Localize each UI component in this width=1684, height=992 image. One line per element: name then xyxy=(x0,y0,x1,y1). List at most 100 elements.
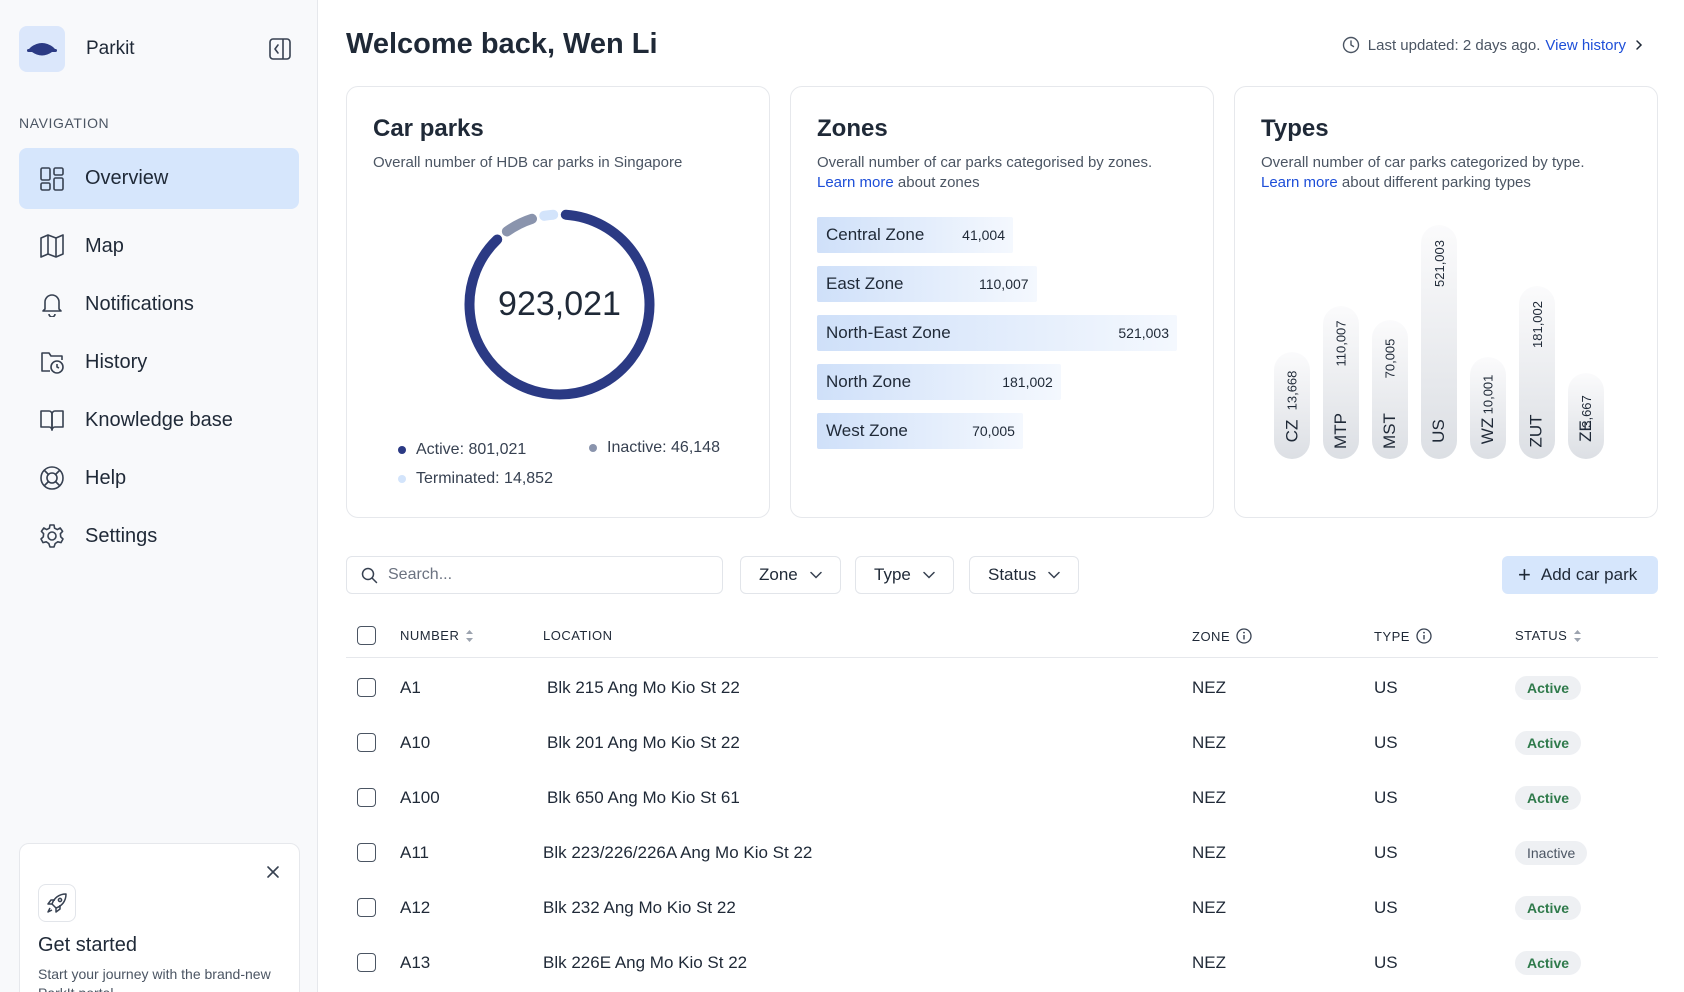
sidebar-item-notifications[interactable]: Notifications xyxy=(19,275,299,333)
column-status-label: STATUS xyxy=(1515,628,1568,643)
view-history-link[interactable]: View history xyxy=(1545,36,1626,54)
add-car-park-button[interactable]: + Add car park xyxy=(1502,556,1658,594)
column-type-label: TYPE xyxy=(1374,628,1410,644)
donut-slice-active xyxy=(464,209,655,400)
column-number-label: NUMBER xyxy=(400,628,460,643)
zones-learn-more-link[interactable]: Learn more xyxy=(817,174,894,191)
status-badge: Active xyxy=(1515,950,1582,975)
status-dropdown[interactable]: Status xyxy=(969,556,1080,594)
row-checkbox[interactable] xyxy=(357,843,376,862)
zone-bar: East Zone 110,007 xyxy=(817,266,1037,302)
row-checkbox[interactable] xyxy=(357,788,376,807)
legend-dot xyxy=(398,475,406,483)
type-bar-value: 10,001 xyxy=(1480,374,1496,415)
chevron-down-icon xyxy=(1048,571,1060,579)
sidebar-item-label: Notifications xyxy=(85,292,194,315)
row-checkbox[interactable] xyxy=(357,733,376,752)
rocket-icon xyxy=(38,884,76,922)
sidebar-item-label: Knowledge base xyxy=(85,408,233,431)
add-car-park-label: Add car park xyxy=(1540,565,1638,584)
folder-clock-icon xyxy=(38,348,66,376)
cell-zone: NEZ xyxy=(1192,897,1226,917)
select-all-checkbox[interactable] xyxy=(357,626,376,645)
zone-dropdown-label: Zone xyxy=(759,565,798,584)
info-icon[interactable] xyxy=(1236,628,1252,644)
search-input[interactable] xyxy=(388,566,688,584)
gear-icon xyxy=(38,522,66,550)
table-row[interactable]: A11 Blk 223/226/226A Ang Mo Kio St 22 NE… xyxy=(346,825,1658,880)
donut-svg xyxy=(464,209,655,400)
type-bar-value: 110,007 xyxy=(1333,320,1349,367)
row-checkbox[interactable] xyxy=(357,953,376,972)
zones-title: Zones xyxy=(817,115,888,142)
donut-slice-inactive xyxy=(501,213,538,237)
legend-active-label: Active: 801,021 xyxy=(416,441,527,458)
nav-heading: NAVIGATION xyxy=(19,115,110,131)
chevron-down-icon xyxy=(810,571,822,579)
zone-bar-value: 521,003 xyxy=(1118,325,1169,341)
table-header: NUMBER LOCATION ZONE TYPE STATUS xyxy=(346,614,1658,658)
table-row[interactable]: A12 Blk 232 Ang Mo Kio St 22 NEZ US Acti… xyxy=(346,880,1658,935)
row-checkbox[interactable] xyxy=(357,898,376,917)
car-parks-card: Car parks Overall number of HDB car park… xyxy=(346,86,770,518)
type-bar-label: ZUT xyxy=(1526,414,1546,448)
cell-number: A11 xyxy=(400,842,429,862)
zones-subtitle-text: Overall number of car parks categorised … xyxy=(817,154,1153,171)
table-row[interactable]: A13 Blk 226E Ang Mo Kio St 22 NEZ US Act… xyxy=(346,935,1658,990)
zone-dropdown[interactable]: Zone xyxy=(740,556,841,594)
zone-bar-label: North-East Zone xyxy=(826,323,951,342)
type-bar-label: MTP xyxy=(1330,413,1350,449)
sidebar-item-overview[interactable]: Overview xyxy=(19,148,299,209)
sort-icon xyxy=(466,629,474,642)
sidebar-item-help[interactable]: Help xyxy=(19,449,299,507)
zone-bar-value: 41,004 xyxy=(962,227,1005,243)
get-started-title: Get started xyxy=(38,934,137,956)
type-bar-label: US xyxy=(1429,419,1448,443)
zone-bar: North Zone 181,002 xyxy=(817,364,1061,400)
table-row[interactable]: A10 Blk 201 Ang Mo Kio St 22 NEZ US Acti… xyxy=(346,715,1658,770)
types-card: Types Overall number of car parks catego… xyxy=(1234,86,1658,518)
table-row[interactable]: A1 Blk 215 Ang Mo Kio St 22 NEZ US Activ… xyxy=(346,660,1658,715)
cell-location: Blk 650 Ang Mo Kio St 61 xyxy=(547,787,740,807)
app-name: Parkit xyxy=(86,38,135,59)
types-subtitle: Overall number of car parks categorized … xyxy=(1261,153,1584,193)
collapse-sidebar-button[interactable] xyxy=(268,37,292,61)
sidebar-item-history[interactable]: History xyxy=(19,333,299,391)
lifebuoy-icon xyxy=(38,464,66,492)
close-icon[interactable] xyxy=(265,864,281,880)
type-bar: MTP xyxy=(1323,305,1359,459)
column-zone-label: ZONE xyxy=(1192,628,1231,644)
cell-type: US xyxy=(1374,952,1398,972)
info-icon[interactable] xyxy=(1416,628,1432,644)
clock-icon xyxy=(1342,36,1359,54)
type-bar-value: 70,005 xyxy=(1382,338,1398,378)
zone-bar: West Zone 70,005 xyxy=(817,413,1023,449)
type-bar-value: 181,002 xyxy=(1529,300,1545,348)
type-bar-value: 521,003 xyxy=(1431,239,1447,287)
cell-number: A100 xyxy=(400,787,440,807)
sidebar-item-label: Help xyxy=(85,466,127,489)
cell-number: A1 xyxy=(400,677,421,697)
zone-bar-label: East Zone xyxy=(826,274,904,293)
types-learn-more-link[interactable]: Learn more xyxy=(1261,174,1338,191)
column-status[interactable]: STATUS xyxy=(1515,628,1582,643)
table-row[interactable]: A100 Blk 650 Ang Mo Kio St 61 NEZ US Act… xyxy=(346,770,1658,825)
type-dropdown[interactable]: Type xyxy=(855,556,954,594)
cell-zone: NEZ xyxy=(1192,787,1226,807)
column-type: TYPE xyxy=(1374,628,1432,644)
type-bar: WZ xyxy=(1470,356,1506,459)
last-updated-text: Last updated: 2 days ago. xyxy=(1367,36,1541,54)
brand[interactable]: Parkit xyxy=(19,26,135,72)
search-box[interactable] xyxy=(346,556,723,594)
sidebar-nav: Overview Map Notifications xyxy=(19,148,299,565)
car-parks-total: 923,021 xyxy=(498,285,621,323)
type-bar-value: 13,668 xyxy=(1284,370,1300,411)
type-bar-value: 3,667 xyxy=(1578,394,1594,428)
sidebar-item-settings[interactable]: Settings xyxy=(19,507,299,565)
column-number[interactable]: NUMBER xyxy=(400,628,474,643)
cell-type: US xyxy=(1374,787,1398,807)
row-checkbox[interactable] xyxy=(357,678,376,697)
sidebar-item-knowledge-base[interactable]: Knowledge base xyxy=(19,391,299,449)
sidebar-item-map[interactable]: Map xyxy=(19,217,299,275)
cell-type: US xyxy=(1374,677,1398,697)
